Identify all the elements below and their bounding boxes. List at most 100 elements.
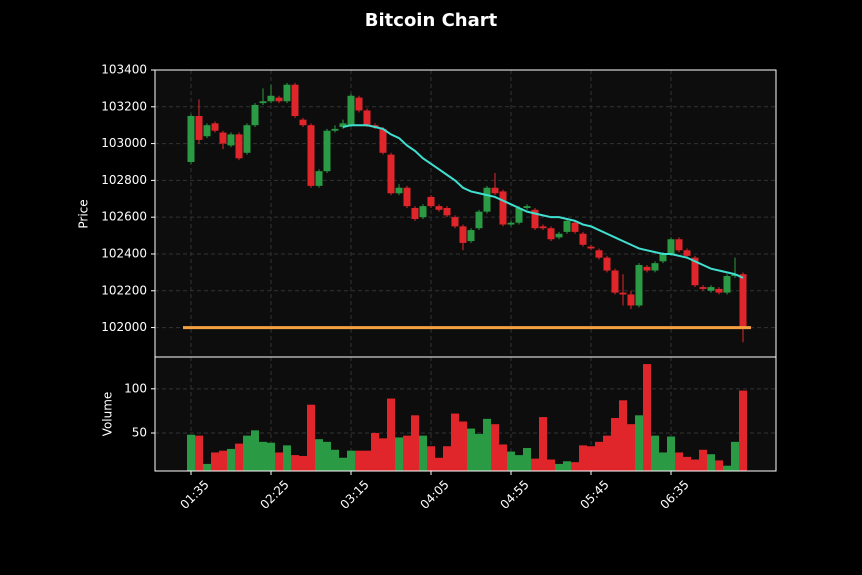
volume-bar	[507, 451, 515, 471]
volume-bar	[683, 456, 691, 471]
volume-bar	[539, 417, 547, 471]
candle-body	[195, 115, 203, 140]
volume-tick-label: 50	[132, 426, 147, 440]
volume-bar	[307, 404, 315, 471]
candle-body	[275, 97, 283, 102]
volume-bar	[515, 455, 523, 471]
candle-body	[555, 233, 563, 238]
volume-axis-label: Volume	[101, 392, 115, 437]
volume-bar	[547, 459, 555, 471]
volume-bar	[731, 441, 739, 471]
volume-bar	[291, 455, 299, 471]
candle-body	[339, 123, 347, 128]
y-tick-label: 102800	[101, 173, 147, 187]
volume-bar	[387, 398, 395, 471]
volume-bar	[219, 450, 227, 471]
candle-body	[187, 115, 195, 162]
volume-frame	[154, 356, 777, 472]
candle-body	[667, 239, 675, 254]
candle-body	[715, 288, 723, 293]
candle-body	[299, 119, 307, 126]
volume-bar	[403, 435, 411, 471]
volume-bar	[211, 452, 219, 471]
candle-body	[211, 123, 219, 131]
candle-body	[363, 110, 371, 126]
volume-bar	[435, 457, 443, 471]
candle-body	[395, 187, 403, 194]
volume-bar	[275, 452, 283, 471]
volume-bar	[451, 413, 459, 471]
candle-body	[251, 104, 259, 126]
candle-body	[411, 207, 419, 220]
volume-bar	[363, 450, 371, 471]
volume-bar	[723, 465, 731, 471]
volume-bar	[675, 452, 683, 471]
volume-bar	[739, 390, 747, 471]
volume-bar	[475, 433, 483, 471]
candle-body	[259, 101, 267, 104]
candle-body	[243, 125, 251, 153]
volume-bar	[395, 437, 403, 471]
candle-body	[403, 187, 411, 207]
candle-body	[203, 125, 211, 137]
volume-bar	[467, 428, 475, 471]
volume-bar	[331, 449, 339, 471]
volume-bar	[203, 463, 211, 471]
volume-bar	[347, 450, 355, 471]
candle-body	[267, 95, 275, 102]
candle-body	[515, 207, 523, 223]
y-axis-label: Price	[77, 199, 91, 228]
volume-bar	[251, 430, 259, 471]
volume-bar	[187, 434, 195, 471]
volume-bar	[619, 400, 627, 471]
candle-body	[547, 228, 555, 240]
volume-bar	[643, 364, 651, 471]
volume-bar	[259, 441, 267, 471]
volume-bar	[555, 463, 563, 471]
volume-bar	[611, 417, 619, 471]
volume-bar	[355, 450, 363, 471]
volume-bar	[651, 435, 659, 471]
volume-tick-label: 100	[124, 381, 147, 395]
x-tick-label: 04:05	[417, 477, 451, 511]
candle-body	[659, 253, 667, 262]
volume-bar	[699, 449, 707, 471]
candle-body	[539, 226, 547, 229]
candle-body	[507, 222, 515, 225]
volume-bar	[531, 458, 539, 471]
candle-body	[683, 250, 691, 256]
volume-bar	[299, 455, 307, 471]
volume-bar	[195, 435, 203, 471]
candle-body	[587, 246, 595, 249]
volume-bar	[379, 438, 387, 471]
candle-body	[579, 233, 587, 245]
volume-bar	[715, 460, 723, 471]
candle-body	[531, 209, 539, 229]
ema-line	[342, 124, 744, 279]
candle-body	[651, 263, 659, 271]
x-tick-label: 01:35	[177, 477, 211, 511]
volume-bar	[627, 424, 635, 471]
candle-body	[675, 239, 683, 251]
volume-bar	[499, 444, 507, 471]
candle-body	[563, 220, 571, 232]
y-tick-label: 102200	[101, 283, 147, 297]
x-tick-label: 02:25	[257, 477, 291, 511]
y-tick-label: 103200	[101, 99, 147, 113]
candle-body	[595, 250, 603, 258]
candle-body	[219, 132, 227, 144]
volume-bar	[523, 448, 531, 471]
volume-bar	[563, 461, 571, 471]
x-tick-label: 05:45	[577, 477, 611, 511]
candle-body	[635, 265, 643, 306]
volume-bar	[243, 435, 251, 471]
volume-bar	[419, 435, 427, 471]
candle-body	[307, 125, 315, 186]
volume-bar	[427, 446, 435, 471]
volume-bar	[691, 459, 699, 471]
volume-bar	[483, 418, 491, 471]
y-tick-label: 103000	[101, 136, 147, 150]
candle-body	[419, 206, 427, 218]
volume-bar	[459, 421, 467, 471]
